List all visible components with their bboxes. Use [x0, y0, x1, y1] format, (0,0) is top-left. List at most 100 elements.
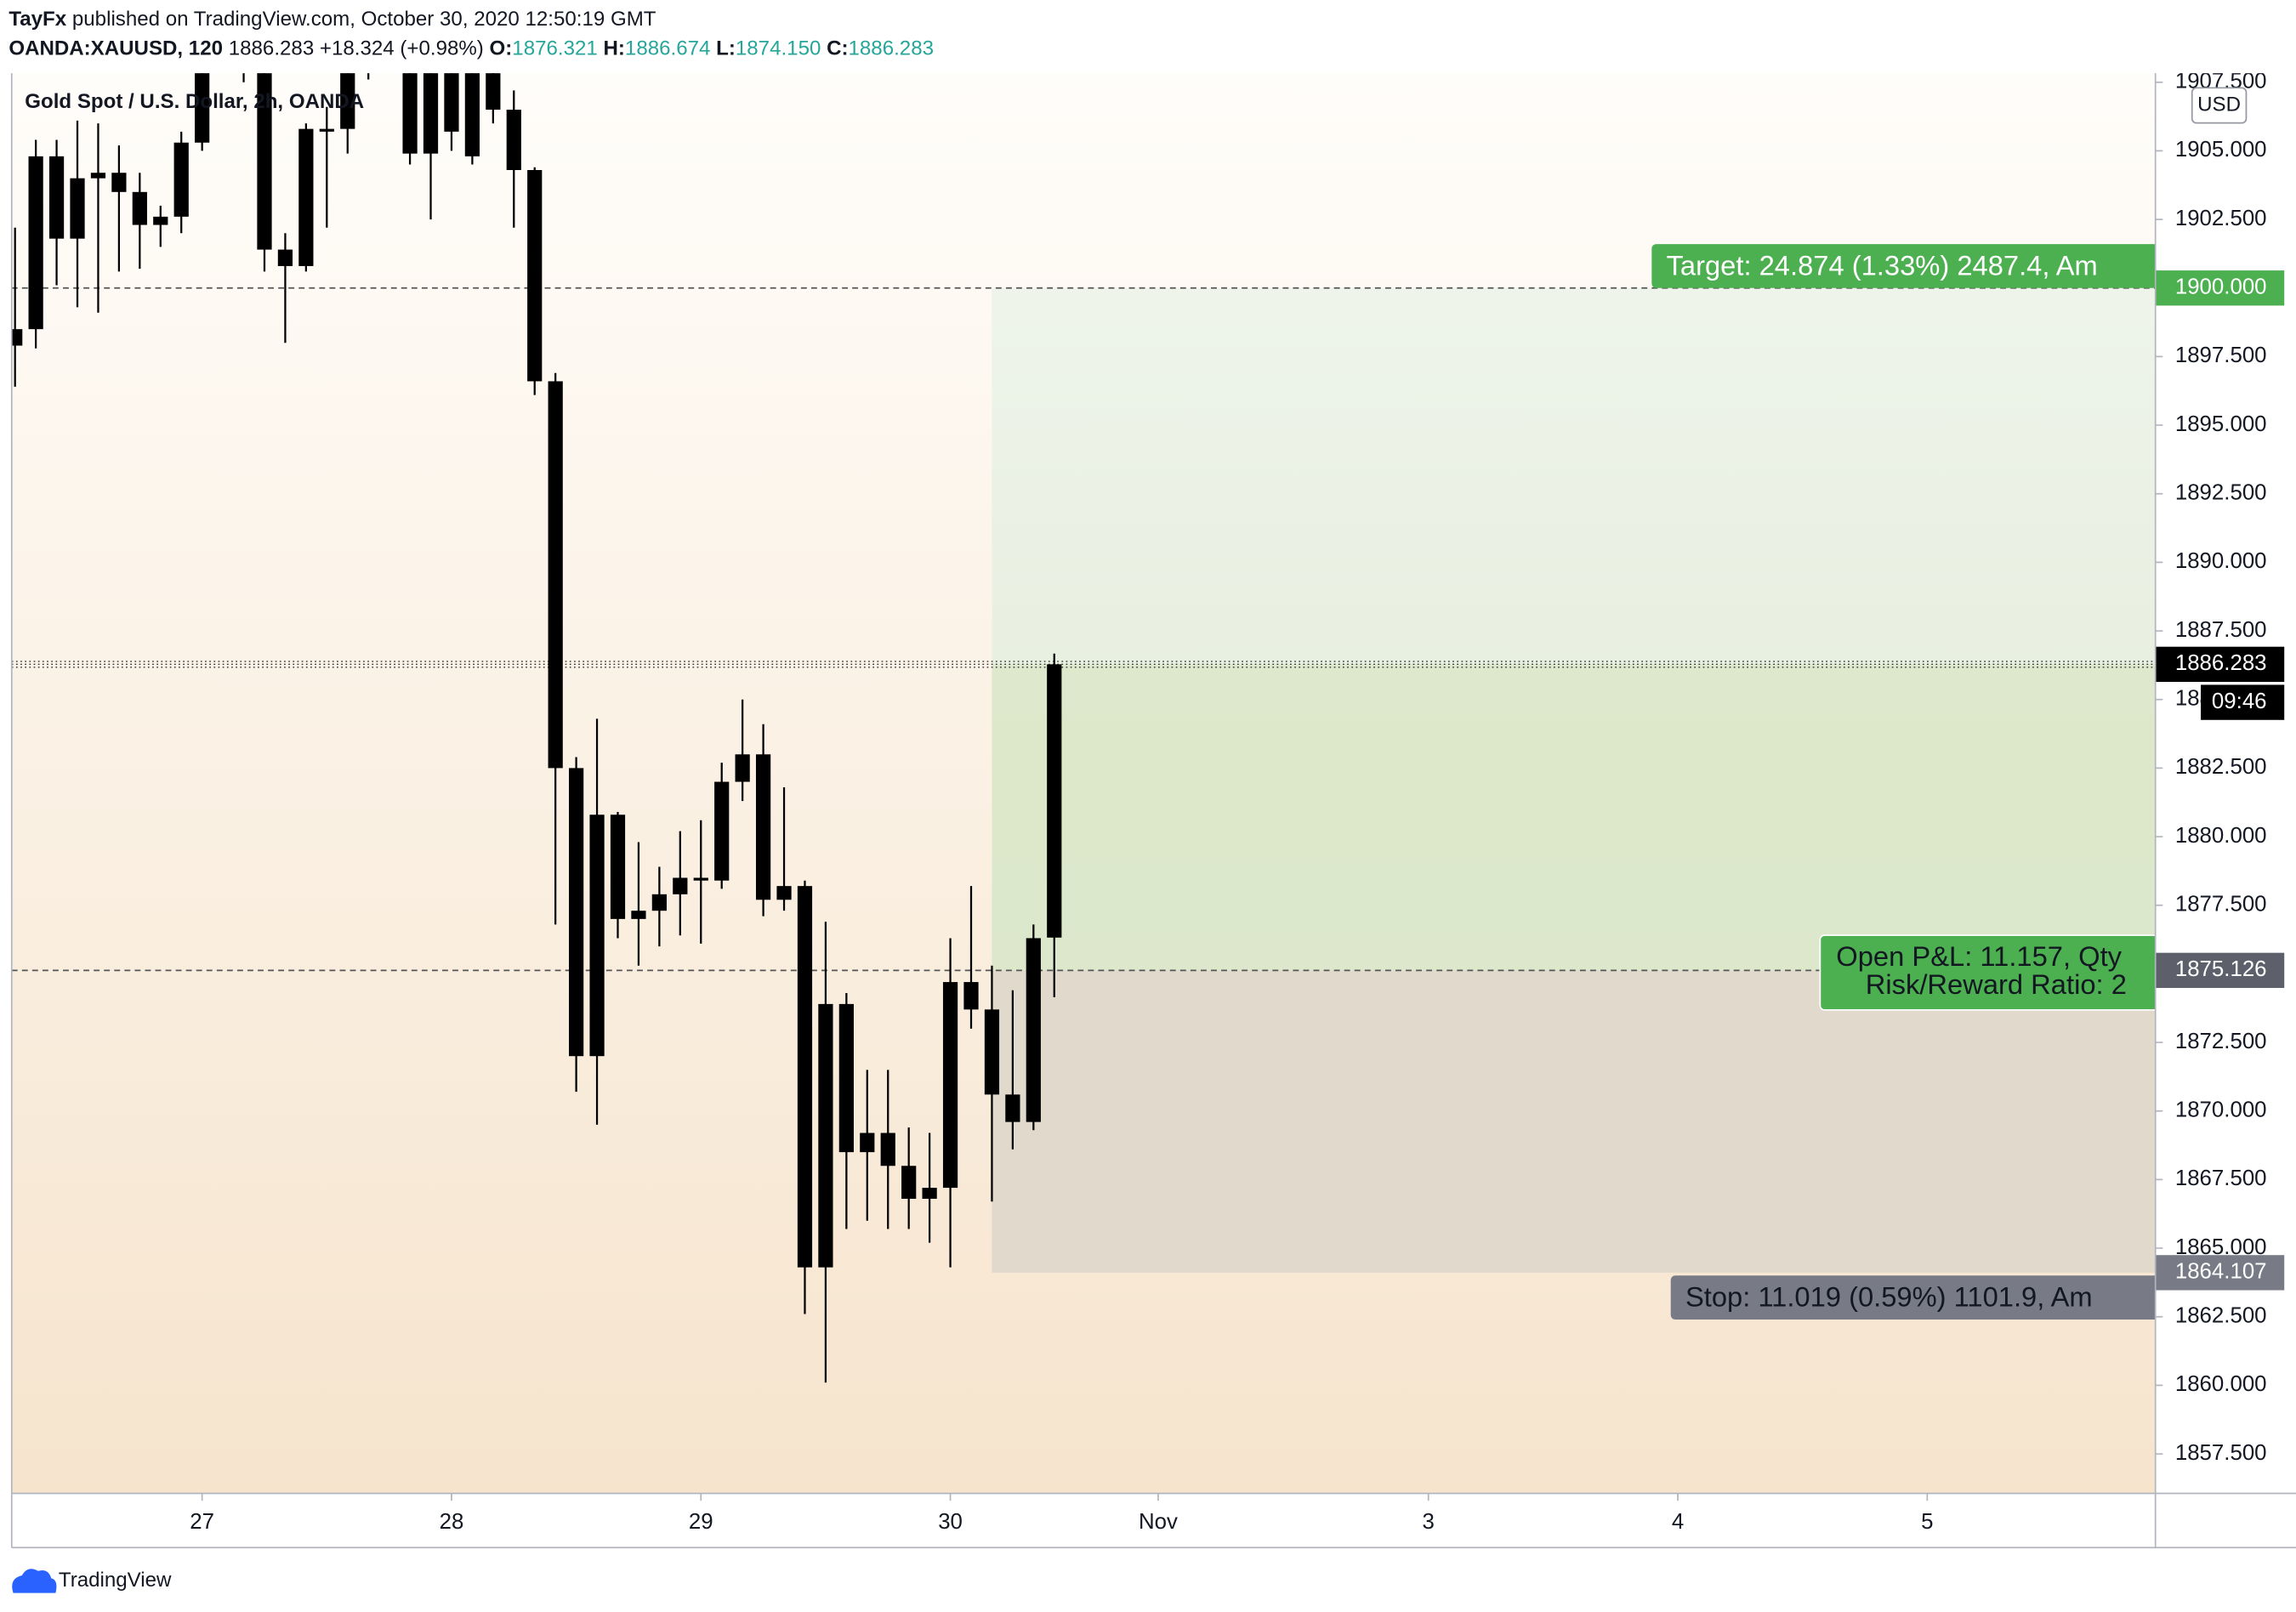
open-label: O: — [490, 37, 513, 60]
y-tick-label: 1857.500 — [2175, 1441, 2267, 1465]
y-tick-label: 1892.500 — [2175, 481, 2267, 505]
candle-body — [319, 128, 334, 132]
candle-body — [942, 982, 958, 1189]
last-price-tag-bg — [2155, 646, 2285, 683]
pnl-box — [1819, 934, 2156, 1011]
open: 1876.321 — [512, 37, 597, 60]
y-tick-label: 1872.500 — [2175, 1030, 2267, 1053]
target-tag: 1900.000 — [2175, 275, 2267, 299]
low: 1874.150 — [736, 37, 821, 60]
x-tick-label: 3 — [1423, 1510, 1435, 1534]
countdown-tag: 09:46 — [2212, 690, 2267, 713]
candle-body — [1026, 938, 1041, 1122]
candle-body — [298, 128, 314, 266]
y-tick-label: 1890.000 — [2175, 549, 2267, 573]
last: 1886.283 — [229, 37, 314, 60]
y-tick-label: 1902.500 — [2175, 207, 2267, 230]
high-label: H: — [603, 37, 624, 60]
candle-body — [797, 886, 813, 1268]
candle-body — [922, 1188, 937, 1199]
stop-box — [1670, 1275, 2156, 1320]
pnl-text: Open P&L: 11.157, Qty — [1836, 940, 2122, 972]
candle-body — [444, 73, 459, 132]
candle-body — [90, 173, 106, 179]
candle-body — [963, 982, 979, 1010]
publish-line: TayFx published on TradingView.com, Octo… — [9, 8, 656, 31]
candle-body — [714, 781, 730, 881]
plot: Target: 24.874 (1.33%) 2487.4, Am Stop: 1… — [11, 73, 2156, 1383]
entry-tag: 1875.126 — [2175, 957, 2267, 981]
candle-body — [70, 178, 85, 239]
candle-body — [693, 877, 708, 881]
currency: USD — [2197, 93, 2241, 116]
target-box — [1651, 244, 2156, 288]
y-tick-label: 1882.500 — [2175, 755, 2267, 779]
close: 1886.283 — [849, 37, 934, 60]
brand: TradingView — [59, 1569, 172, 1592]
candle-body — [589, 815, 605, 1057]
candle-body — [1047, 664, 1062, 938]
candle-body — [527, 170, 543, 382]
candle-body — [860, 1132, 875, 1153]
candle-body — [506, 110, 521, 171]
author: TayFx — [9, 8, 66, 31]
candle-body — [838, 1003, 854, 1153]
candle-body — [818, 1003, 833, 1268]
candle-body — [173, 142, 189, 217]
y-tick-label: 1860.000 — [2175, 1372, 2267, 1396]
target-tag-bg — [2155, 270, 2285, 306]
candle-body — [11, 329, 23, 346]
close-label: C: — [827, 37, 848, 60]
candle-body — [755, 754, 771, 900]
y-tick-label: 1862.500 — [2175, 1304, 2267, 1328]
stop-text: Stop: 11.019 (0.59%) 1101.9, Am — [1685, 1281, 2093, 1313]
low-label: L: — [716, 37, 736, 60]
high: 1886.674 — [625, 37, 710, 60]
candle-body — [735, 754, 750, 782]
countdown-tag-bg — [2201, 684, 2285, 720]
candle-body — [195, 73, 210, 143]
x-tick-label: Nov — [1139, 1510, 1178, 1534]
candle-body — [901, 1166, 917, 1199]
change: +18.324 (+0.98%) — [320, 37, 484, 60]
candle-body — [257, 73, 272, 250]
candle-body — [631, 911, 646, 919]
candle-body — [651, 894, 667, 911]
candle-body — [569, 768, 584, 1057]
candle-body — [880, 1132, 895, 1166]
candle-body — [423, 73, 439, 154]
profit-zone — [992, 664, 2156, 971]
chart-title: Gold Spot / U.S. Dollar, 2h, OANDA — [25, 90, 364, 113]
entry-tag-bg — [2155, 952, 2285, 988]
y-tick-label: 1897.500 — [2175, 343, 2267, 367]
candle-body — [402, 73, 418, 154]
candle-body — [111, 173, 127, 192]
stop-tag-bg — [2155, 1255, 2285, 1291]
legend-line: OANDA:XAUUSD, 120 1886.283 +18.324 (+0.9… — [9, 37, 934, 60]
brand-logo — [12, 1569, 57, 1593]
overlay: 27 28 29 30 Nov 3 4 5 1900.000 1886.283 09:46 1875.… — [190, 270, 2285, 1534]
y-tick-label: 1870.000 — [2175, 1098, 2267, 1122]
candle-body — [610, 815, 626, 919]
candle-body — [984, 1009, 1000, 1095]
y-tick-label: 1895.000 — [2175, 412, 2267, 436]
candle-body — [1005, 1094, 1020, 1122]
candle-body — [776, 886, 792, 900]
x-tick-label: 30 — [938, 1510, 963, 1534]
stop-zone — [992, 970, 2156, 1273]
currency-box[interactable] — [2191, 87, 2248, 124]
target-text: Target: 24.874 (1.33%) 2487.4, Am — [1667, 249, 2098, 281]
candle-body — [132, 191, 147, 225]
candle-body — [28, 156, 43, 330]
candle-body — [464, 73, 480, 156]
published: published on TradingView.com, October 30… — [72, 8, 656, 31]
y-tick-label: 1887.500 — [2175, 618, 2267, 642]
candle-body — [486, 73, 501, 111]
candle-body — [153, 216, 168, 225]
y-tick-label: 1877.500 — [2175, 893, 2267, 917]
ratio-text: Risk/Reward Ratio: 2 — [1866, 968, 2127, 1000]
x-tick-label: 28 — [440, 1510, 464, 1534]
y-tick-label: 1867.500 — [2175, 1166, 2267, 1190]
